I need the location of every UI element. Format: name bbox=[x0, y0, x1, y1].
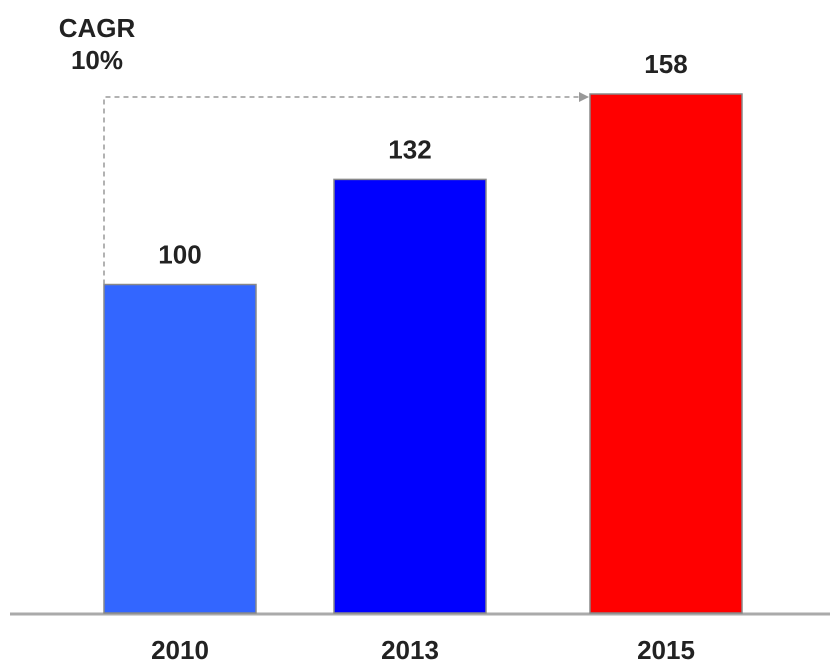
x-tick-label: 2015 bbox=[637, 635, 695, 665]
bar bbox=[589, 93, 743, 614]
value-label: 158 bbox=[644, 49, 687, 79]
annotation-value: 10% bbox=[71, 45, 123, 75]
bar bbox=[103, 283, 257, 614]
annotation-title: CAGR bbox=[59, 13, 136, 43]
value-label: 132 bbox=[388, 134, 431, 164]
x-tick-label: 2010 bbox=[151, 635, 209, 665]
x-tick-label: 2013 bbox=[381, 635, 439, 665]
value-label: 100 bbox=[158, 239, 201, 269]
bar bbox=[333, 178, 487, 614]
